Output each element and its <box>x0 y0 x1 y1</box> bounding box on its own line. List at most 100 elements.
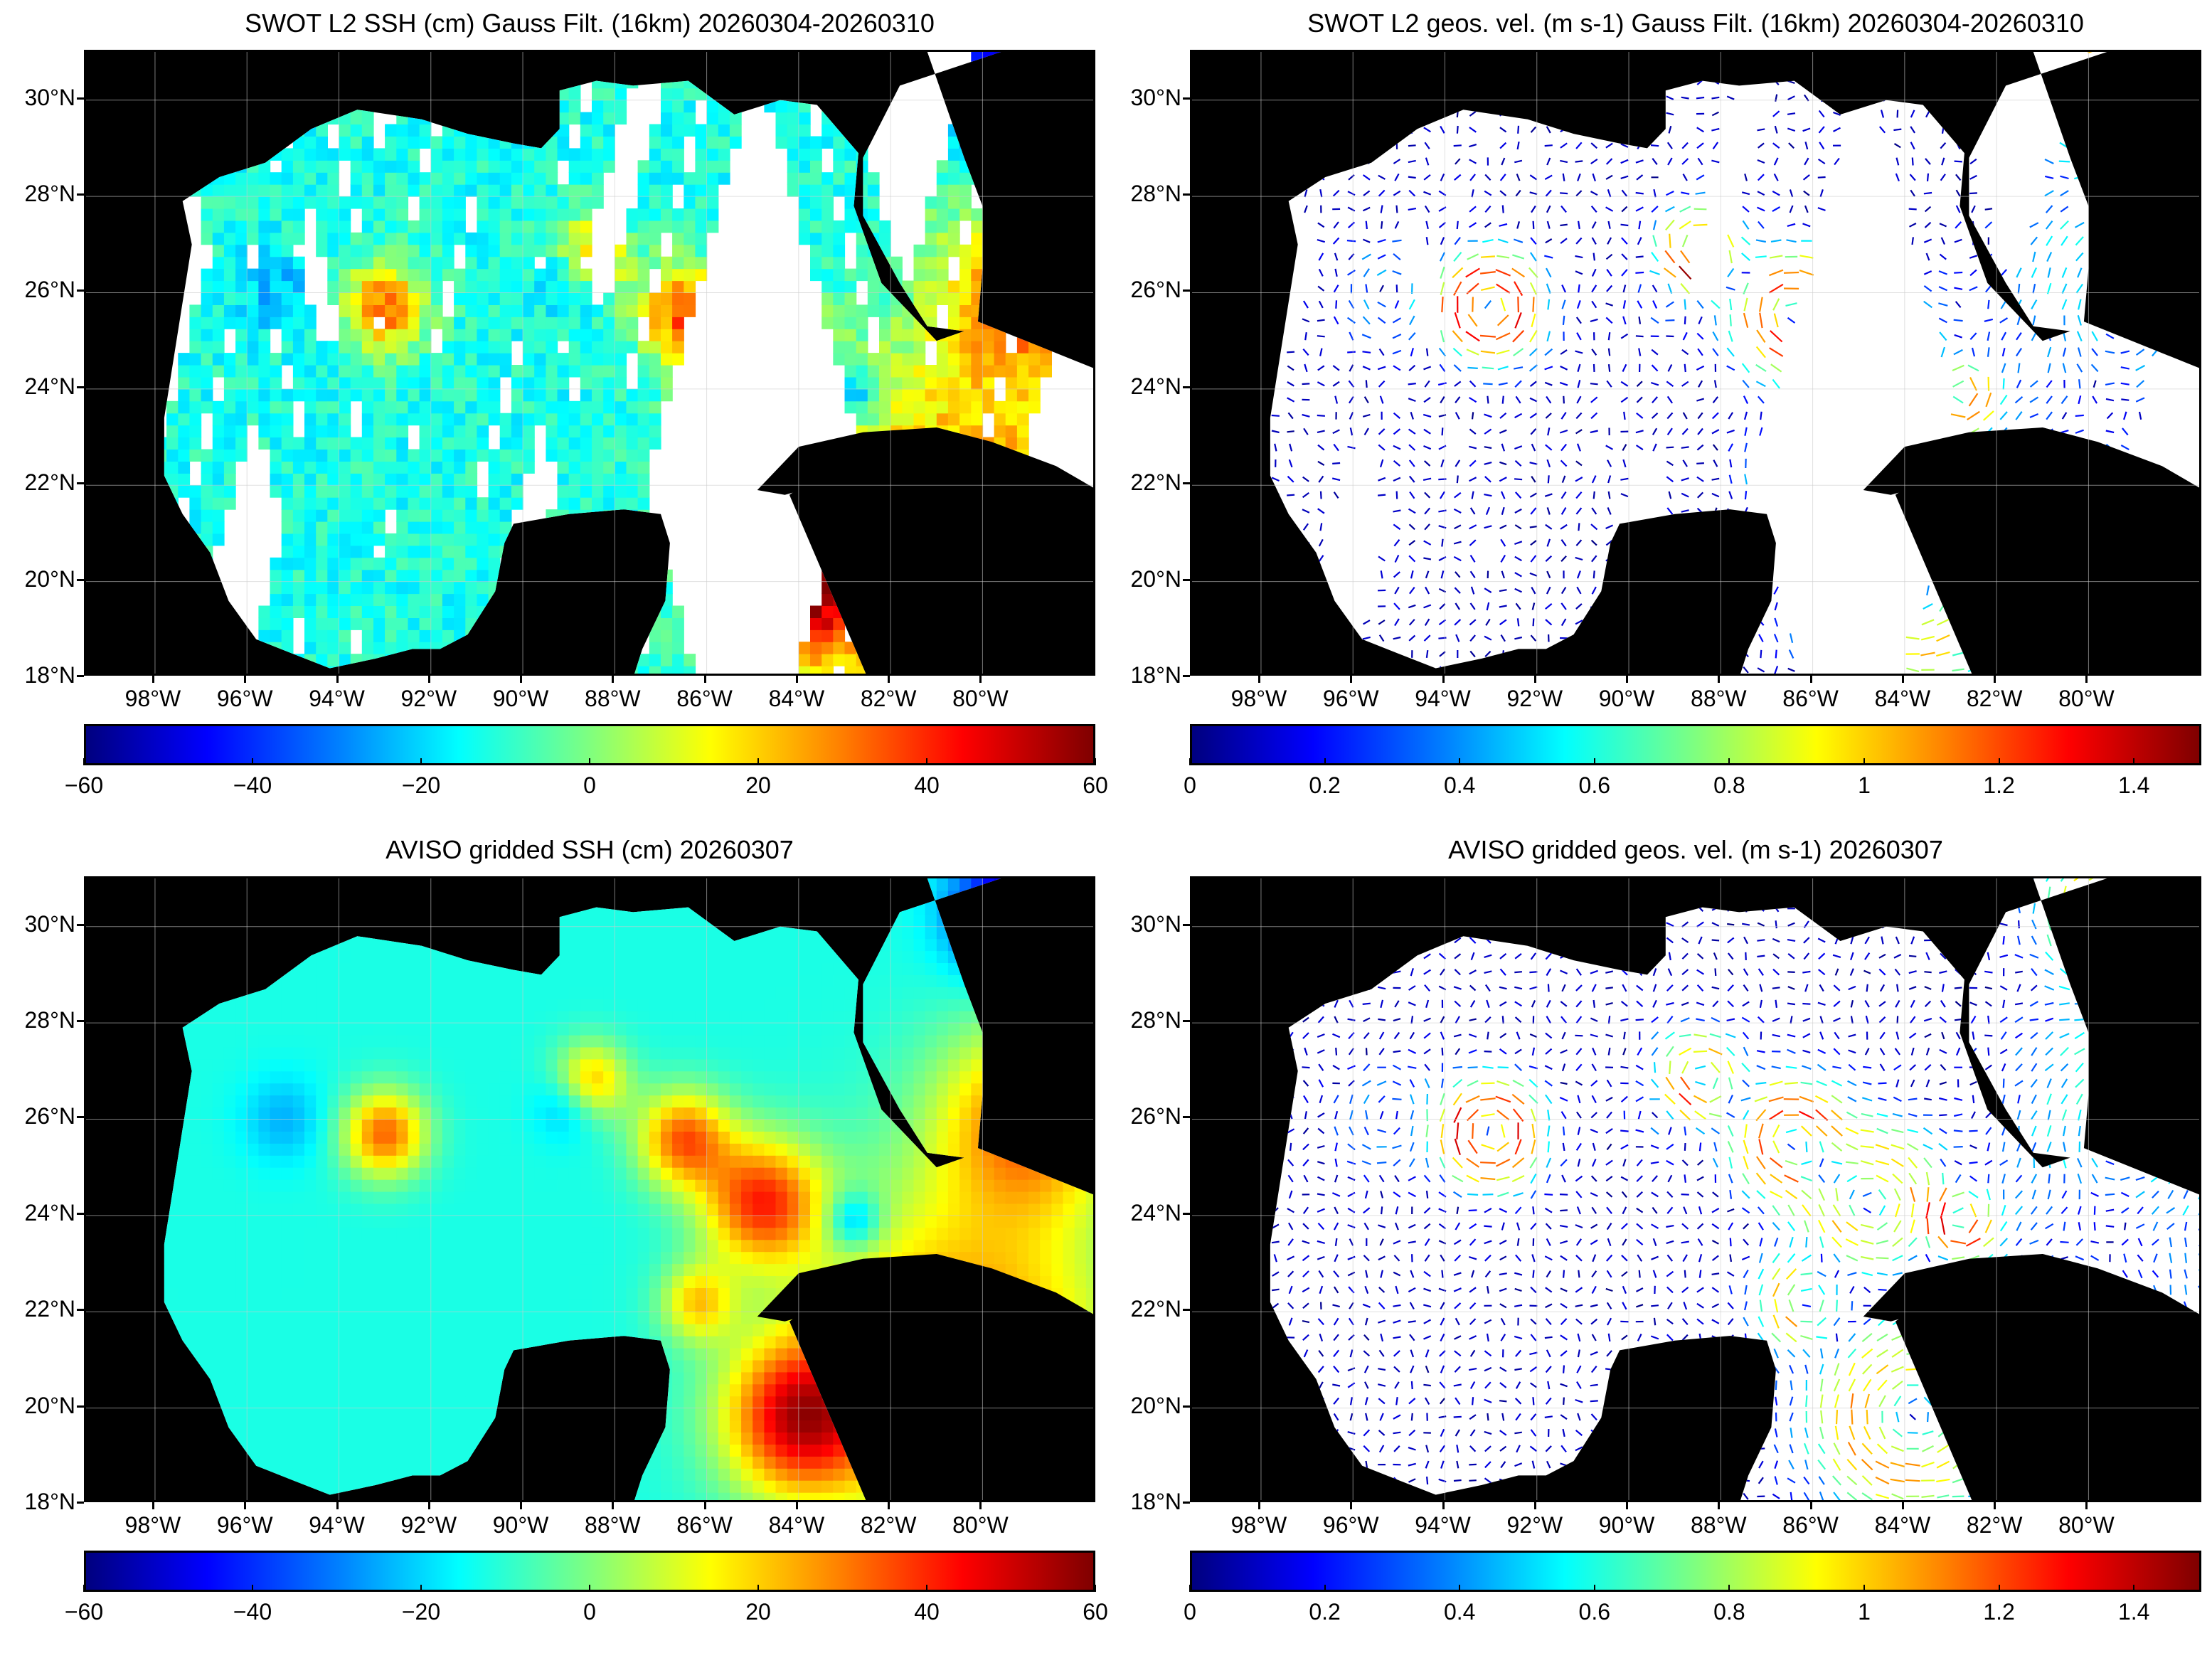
ssh-cell <box>558 473 570 486</box>
ssh-cell <box>845 377 857 390</box>
ssh-cell <box>362 533 374 546</box>
ssh-cell <box>465 304 477 317</box>
ssh-cell <box>454 365 466 378</box>
ssh-cell <box>948 341 960 354</box>
ssh-cell <box>235 208 248 221</box>
ssh-cell <box>351 450 363 462</box>
ssh-cell <box>282 629 294 642</box>
ssh-cell <box>270 570 282 583</box>
ssh-cell <box>902 341 914 354</box>
ssh-cell <box>821 233 834 245</box>
ssh-cell <box>477 329 489 341</box>
ssh-cell <box>833 184 845 197</box>
ssh-cell <box>615 413 627 426</box>
ssh-cell <box>925 281 937 294</box>
ssh-cell <box>454 148 466 161</box>
ssh-cell <box>396 317 408 329</box>
velocity-arrow <box>1927 174 1928 181</box>
ssh-cell <box>454 401 466 414</box>
ssh-cell <box>362 642 374 654</box>
ssh-cell <box>282 606 294 619</box>
velocity-arrow <box>1624 412 1625 420</box>
ssh-cell <box>833 220 845 233</box>
ssh-cell <box>454 281 466 294</box>
ssh-cell <box>592 473 604 486</box>
ssh-cell <box>351 606 363 619</box>
ssh-cell <box>442 606 454 619</box>
ssh-cell <box>454 341 466 354</box>
ssh-cell <box>925 304 937 317</box>
ssh-cell <box>649 642 661 654</box>
ssh-cell <box>316 413 328 426</box>
ssh-cell <box>247 196 259 209</box>
ssh-cell <box>316 629 328 642</box>
ssh-cell <box>201 329 213 341</box>
ssh-cell <box>201 365 213 378</box>
ssh-cell <box>235 341 248 354</box>
ssh-cell <box>327 413 339 426</box>
ssh-cell <box>569 401 581 414</box>
ssh-cell <box>247 304 259 317</box>
colorbar-tick-label: 0.2 <box>1309 772 1340 799</box>
ssh-cell <box>385 401 397 414</box>
ssh-cell <box>534 269 546 282</box>
ssh-cell <box>420 341 432 354</box>
ssh-cell <box>316 208 328 221</box>
ssh-cell <box>511 401 523 414</box>
ssh-cell <box>201 208 213 221</box>
ssh-cell <box>442 353 454 365</box>
ssh-cell <box>649 245 661 257</box>
ssh-cell <box>339 582 351 595</box>
ssh-cell <box>489 401 501 414</box>
ssh-cell <box>937 160 949 173</box>
ssh-cell <box>879 304 891 317</box>
ssh-cell <box>304 184 317 197</box>
ssh-cell <box>235 353 248 365</box>
ssh-cell <box>580 485 592 498</box>
ssh-cell <box>385 245 397 257</box>
ssh-cell <box>627 425 639 438</box>
ssh-cell <box>431 160 443 173</box>
ssh-cell <box>615 389 627 402</box>
ssh-cell <box>603 317 615 329</box>
ssh-cell <box>293 293 305 306</box>
ssh-cell <box>489 184 501 197</box>
ssh-cell <box>327 533 339 546</box>
ssh-cell <box>1006 401 1018 414</box>
ssh-cell <box>627 208 639 221</box>
ssh-cell <box>511 317 523 329</box>
ssh-cell <box>627 304 639 317</box>
ssh-cell <box>627 497 639 510</box>
ssh-cell <box>373 485 385 498</box>
ssh-cell <box>351 293 363 306</box>
ssh-cell <box>580 389 592 402</box>
ssh-cell <box>627 437 639 450</box>
ssh-cell <box>327 341 339 354</box>
ssh-cell <box>821 184 834 197</box>
ssh-cell <box>178 413 190 426</box>
ssh-cell <box>373 257 385 270</box>
ssh-cell <box>489 329 501 341</box>
ssh-cell <box>293 196 305 209</box>
ssh-cell <box>569 365 581 378</box>
ssh-cell <box>638 353 650 365</box>
ssh-cell <box>477 245 489 257</box>
ssh-cell <box>500 485 512 498</box>
ssh-cell <box>477 570 489 583</box>
ssh-cell <box>339 617 351 630</box>
ssh-cell <box>534 233 546 245</box>
ssh-cell <box>213 413 225 426</box>
ssh-cell <box>592 389 604 402</box>
lon-tick-label: 98°W <box>125 686 181 712</box>
ssh-cell <box>454 437 466 450</box>
ssh-cell <box>890 329 903 341</box>
ssh-cell <box>235 389 248 402</box>
ssh-cell <box>270 594 282 607</box>
panel-swot-ssh: SWOT L2 SSH (cm) Gauss Filt. (16km) 2026… <box>0 0 1106 826</box>
ssh-cell <box>339 341 351 354</box>
ssh-cell <box>638 485 650 498</box>
ssh-cell <box>489 389 501 402</box>
lon-tick-label: 92°W <box>1506 686 1563 712</box>
ssh-cell <box>385 546 397 558</box>
